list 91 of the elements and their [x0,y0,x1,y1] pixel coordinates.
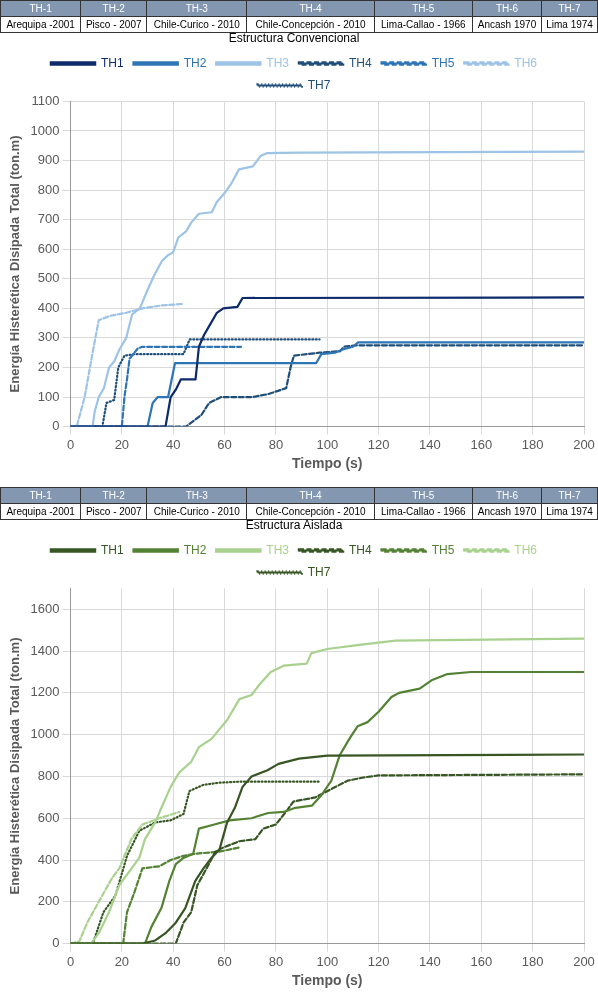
text: Chile-Concepción - 2010 [246,16,375,33]
text: TH-2 [80,0,147,17]
legend-label: TH3 [266,55,290,70]
y-tick-label: 800 [37,181,60,197]
text: TH-5 [374,0,473,17]
y-tick-label: 0 [52,418,60,434]
text: TH-5 [374,487,473,504]
legend-label: TH5 [431,55,455,70]
y-tick-label: 600 [37,240,60,256]
text: Chile-Curico - 2010 [146,16,247,33]
y-tick-label: 300 [37,329,60,345]
y-tick-label: 1200 [30,684,60,700]
x-tick-label: 0 [66,436,75,452]
x-tick-label: 160 [470,436,493,452]
text: TH-4 [246,487,375,504]
legend-label: TH2 [183,55,207,70]
text: TH-1 [0,487,81,504]
text: TH-7 [541,0,598,17]
x-tick-label: 60 [217,953,232,969]
x-tick-label: 20 [114,436,130,452]
x-tick-label: 100 [316,953,339,969]
y-tick-label: 1600 [30,600,60,616]
legend-label: TH6 [514,542,538,557]
y-axis-title: Energía Histerética Disipada Total (ton.m) [7,135,23,393]
legend-title: Estructura Convencional [228,31,360,46]
x-tick-label: 160 [470,953,493,969]
x-tick-label: 100 [316,436,339,452]
x-tick-label: 120 [367,436,390,452]
text: Ancash 1970 [472,16,542,33]
x-tick-label: 200 [573,953,595,969]
y-tick-label: 0 [52,935,60,951]
legend-label: TH1 [100,542,124,557]
x-tick-label: 60 [217,436,232,452]
y-tick-label: 200 [37,893,60,909]
text: Lima-Callao - 1966 [374,16,473,33]
text: Pisco - 2007 [80,503,147,520]
y-tick-label: 900 [37,152,60,168]
y-tick-label: 500 [37,270,60,286]
text: TH-2 [80,487,147,504]
text: TH-4 [246,0,375,17]
text: Ancash 1970 [472,503,542,520]
y-tick-label: 1400 [30,642,60,658]
text: TH-1 [0,0,81,17]
text: Chile-Curico - 2010 [146,503,247,520]
text: Pisco - 2007 [80,16,147,33]
legend-label: TH3 [266,542,290,557]
legend-label: TH1 [100,55,124,70]
legend-label: TH5 [431,542,455,557]
x-tick-label: 20 [114,953,130,969]
y-tick-label: 600 [37,809,60,825]
x-tick-label: 140 [419,953,441,969]
text: Arequipa -2001 [0,503,81,520]
legend-label: TH2 [183,542,207,557]
x-axis-title: Tiempo (s) [291,972,363,989]
x-tick-label: 200 [573,436,595,452]
text: TH-7 [541,487,598,504]
y-tick-label: 1000 [30,726,60,742]
x-axis-title: Tiempo (s) [291,455,363,472]
x-tick-label: 0 [66,953,75,969]
legend-title: Estructura Aislada [245,518,343,533]
y-tick-label: 200 [37,359,60,375]
y-tick-label: 800 [37,768,60,784]
text: Lima 1974 [541,16,598,33]
legend-label: TH4 [349,55,372,70]
text: Arequipa -2001 [0,16,81,33]
x-tick-label: 140 [419,436,441,452]
y-tick-label: 400 [37,299,60,315]
y-tick-label: 700 [37,211,60,227]
y-axis-title: Energía Histerética Disipada Total (ton.m) [7,637,23,895]
x-tick-label: 40 [165,953,181,969]
y-tick-label: 400 [37,851,60,867]
legend-label: TH6 [514,55,538,70]
text: Lima 1974 [541,503,598,520]
text: TH-3 [146,487,247,504]
legend-label: TH4 [349,542,372,557]
y-tick-label: 1000 [30,122,60,138]
text: Chile-Concepción - 2010 [246,503,375,520]
x-tick-label: 80 [268,436,284,452]
text: TH-6 [472,0,542,17]
y-tick-label: 1100 [31,92,60,108]
text: TH-6 [472,487,542,504]
x-tick-label: 40 [165,436,181,452]
x-tick-label: 80 [268,953,284,969]
legend-label: TH7 [307,77,331,92]
text: TH-3 [146,0,247,17]
legend-label: TH7 [307,564,331,579]
text: Lima-Callao - 1966 [374,503,473,520]
x-tick-label: 180 [521,953,544,969]
x-tick-label: 120 [367,953,390,969]
y-tick-label: 100 [37,388,60,404]
x-tick-label: 180 [521,436,544,452]
